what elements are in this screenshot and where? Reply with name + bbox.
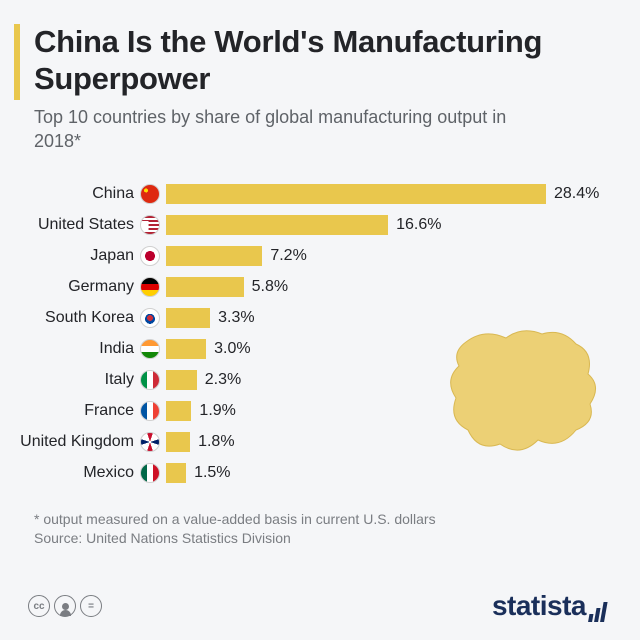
chart-row: China 28.4% <box>14 180 612 209</box>
country-label: South Korea <box>14 309 140 327</box>
value-label: 1.9% <box>199 402 235 420</box>
country-label: United States <box>14 216 140 234</box>
statista-logo: statista <box>492 590 612 622</box>
chart-row: United States 16.6% <box>14 211 612 240</box>
chart-row: Germany 5.8% <box>14 273 612 302</box>
country-label: United Kingdom <box>14 433 140 451</box>
bar <box>166 370 197 390</box>
cc-license-icons: cc = <box>28 595 102 617</box>
title-accent-bar <box>14 24 20 100</box>
country-label: Germany <box>14 278 140 296</box>
china-map-icon <box>434 318 604 468</box>
bar-wrap: 7.2% <box>166 246 612 266</box>
value-label: 3.0% <box>214 340 250 358</box>
logo-text: statista <box>492 590 586 622</box>
bar-wrap: 16.6% <box>166 215 612 235</box>
bar <box>166 308 210 328</box>
mx-flag-icon <box>140 463 160 483</box>
value-label: 7.2% <box>270 247 306 265</box>
cc-by-icon <box>54 595 76 617</box>
bar <box>166 401 191 421</box>
bar-wrap: 5.8% <box>166 277 612 297</box>
jp-flag-icon <box>140 246 160 266</box>
cc-nd-icon: = <box>80 595 102 617</box>
footer: cc = statista <box>28 590 612 622</box>
it-flag-icon <box>140 370 160 390</box>
value-label: 5.8% <box>252 278 288 296</box>
fr-flag-icon <box>140 401 160 421</box>
cc-icon: cc <box>28 595 50 617</box>
bar <box>166 277 244 297</box>
bar <box>166 463 186 483</box>
country-label: Japan <box>14 247 140 265</box>
country-label: Mexico <box>14 464 140 482</box>
de-flag-icon <box>140 277 160 297</box>
value-label: 1.5% <box>194 464 230 482</box>
bar <box>166 339 206 359</box>
page-subtitle: Top 10 countries by share of global manu… <box>34 105 554 154</box>
page-title: China Is the World's Manufacturing Super… <box>34 24 612 97</box>
bar-wrap: 28.4% <box>166 184 612 204</box>
value-label: 3.3% <box>218 309 254 327</box>
kr-flag-icon <box>140 308 160 328</box>
us-flag-icon <box>140 215 160 235</box>
country-label: France <box>14 402 140 420</box>
footnote-line-1: * output measured on a value-added basis… <box>34 511 436 527</box>
bar <box>166 246 262 266</box>
footnote-line-2: Source: United Nations Statistics Divisi… <box>34 530 291 546</box>
chart-row: Japan 7.2% <box>14 242 612 271</box>
bar <box>166 215 388 235</box>
footnote: * output measured on a value-added basis… <box>34 510 612 549</box>
infographic-container: China Is the World's Manufacturing Super… <box>0 0 640 640</box>
value-label: 2.3% <box>205 371 241 389</box>
value-label: 1.8% <box>198 433 234 451</box>
country-label: Italy <box>14 371 140 389</box>
country-label: India <box>14 340 140 358</box>
value-label: 28.4% <box>554 185 599 203</box>
bar <box>166 432 190 452</box>
in-flag-icon <box>140 339 160 359</box>
country-label: China <box>14 185 140 203</box>
bar <box>166 184 546 204</box>
gb-flag-icon <box>140 432 160 452</box>
cn-flag-icon <box>140 184 160 204</box>
logo-bars-icon <box>588 600 614 622</box>
value-label: 16.6% <box>396 216 441 234</box>
